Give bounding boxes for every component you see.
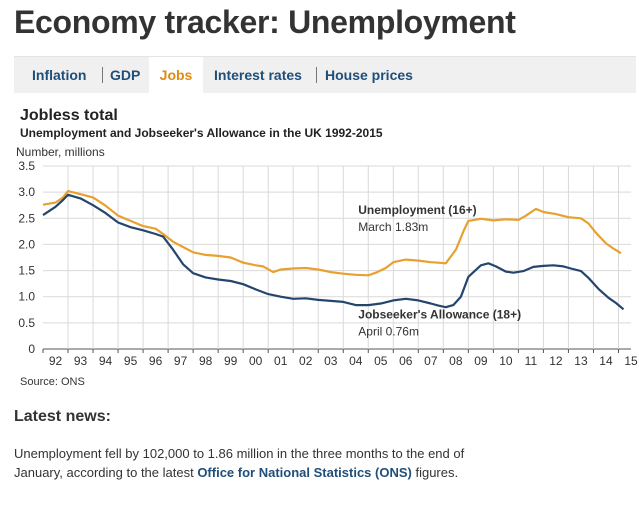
- chart-source: Source: ONS: [20, 376, 85, 388]
- y-tick-label: 2.0: [18, 237, 35, 251]
- x-tick-label: 15: [624, 354, 638, 368]
- x-tick-label: 93: [74, 354, 88, 368]
- x-tick-label: 14: [599, 354, 613, 368]
- x-tick-label: 13: [574, 354, 588, 368]
- x-tick-label: 02: [299, 354, 313, 368]
- y-tick-label: 1.0: [18, 290, 35, 304]
- latest-news-heading: Latest news:: [14, 408, 111, 425]
- x-tick-label: 99: [224, 354, 238, 368]
- jsa-series-line: [42, 193, 625, 311]
- x-tick-label: 12: [549, 354, 563, 368]
- x-tick-label: 04: [349, 354, 363, 368]
- x-tick-label: 95: [124, 354, 138, 368]
- news-text-after: figures.: [411, 465, 459, 480]
- x-tick-label: 97: [174, 354, 188, 368]
- economy-tabs: Inflation GDP Jobs Interest rates House …: [14, 56, 636, 93]
- tab-house-prices[interactable]: House prices: [325, 67, 413, 83]
- y-tick-label: 0.5: [18, 316, 35, 330]
- tab-gdp[interactable]: GDP: [110, 67, 141, 83]
- tab-divider: [316, 67, 317, 83]
- y-tick-label: 3.5: [18, 159, 35, 173]
- unemployment-annotation-value: March 1.83m: [358, 220, 428, 234]
- x-tick-label: 01: [274, 354, 288, 368]
- x-tick-label: 03: [324, 354, 338, 368]
- chart-title: Jobless total: [20, 107, 118, 124]
- tab-divider: [102, 67, 103, 83]
- x-tick-label: 06: [399, 354, 413, 368]
- ons-link[interactable]: Office for National Statistics (ONS): [197, 465, 412, 480]
- x-tick-label: 10: [499, 354, 513, 368]
- y-tick-label: 3.0: [18, 185, 35, 199]
- tab-interest-rates[interactable]: Interest rates: [214, 67, 302, 83]
- x-tick-label: 96: [149, 354, 163, 368]
- page-title: Economy tracker: Unemployment: [14, 4, 516, 40]
- y-axis-label: Number, millions: [16, 145, 105, 159]
- x-tick-label: 11: [525, 354, 538, 368]
- x-tick-label: 05: [374, 354, 388, 368]
- x-tick-label: 08: [449, 354, 463, 368]
- x-tick-label: 00: [249, 354, 263, 368]
- jsa-annotation-name: Jobseeker's Allowance (18+): [358, 308, 521, 322]
- x-tick-label: 07: [424, 354, 438, 368]
- latest-news-text: Unemployment fell by 102,000 to 1.86 mil…: [14, 444, 484, 482]
- unemployment-series-line: [42, 190, 622, 277]
- y-tick-label: 2.5: [18, 211, 35, 225]
- x-tick-label: 09: [474, 354, 488, 368]
- y-tick-label: 1.5: [18, 264, 35, 278]
- tab-inflation[interactable]: Inflation: [32, 67, 87, 83]
- unemployment-annotation-name: Unemployment (16+): [358, 203, 476, 217]
- y-tick-label: 0: [28, 342, 35, 356]
- news-text-before: Unemployment fell by 102,000 to 1.86 mil…: [14, 446, 465, 480]
- chart-subtitle: Unemployment and Jobseeker's Allowance i…: [20, 126, 383, 140]
- jobless-line-chart: 0 0.5 1.0 1.5 2.0 2.5 3.0 3.5 92 93 94 95 96 97 98 99 00…: [18, 159, 638, 368]
- x-tick-label: 92: [49, 354, 63, 368]
- jsa-annotation-value: April 0.76m: [358, 325, 419, 339]
- x-tick-label: 94: [99, 354, 113, 368]
- x-tick-label: 98: [199, 354, 213, 368]
- tab-jobs[interactable]: Jobs: [149, 57, 203, 93]
